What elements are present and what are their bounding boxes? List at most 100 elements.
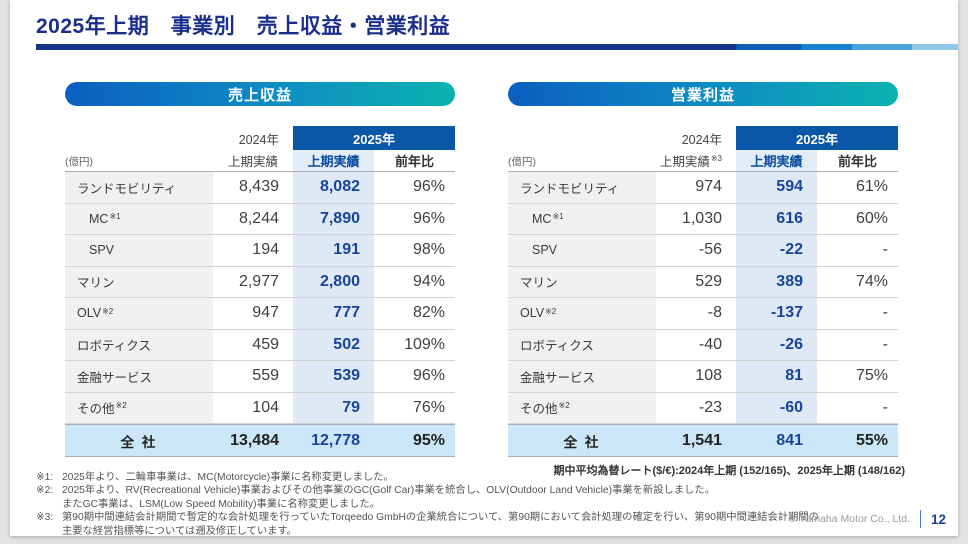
value-2024: -56 [698, 241, 722, 259]
value-2025: 81 [736, 361, 817, 392]
value-2024: 459 [252, 335, 279, 353]
row-label: 金融サービス [65, 361, 213, 392]
footnote-line: ※2: 2025年より、RV(Recreational Vehicle)事業および… [36, 484, 819, 497]
total-value-2024: 13,484 [230, 431, 279, 449]
operating-profit-panel: 営業利益 2024年 2025年 (億円) 上期実績 ※3 上期実績 前年比 ラン… [508, 82, 898, 457]
table-row: ロボティクス -40 -26 - [508, 329, 898, 361]
table-row: ランドモビリティ 8,439 8,082 96% [65, 172, 455, 204]
table-row: ロボティクス 459 502 109% [65, 329, 455, 361]
value-2025: -137 [736, 298, 817, 329]
value-2024: 974 [695, 178, 722, 196]
total-value-yoy: 95% [412, 431, 445, 449]
value-yoy: 109% [404, 335, 445, 353]
footnote-prefix: ※3: [36, 512, 54, 524]
operating-profit-table-header: 2024年 2025年 (億円) 上期実績 ※3 上期実績 前年比 [508, 126, 898, 172]
value-yoy: 74% [855, 272, 888, 290]
operating-profit-section-header: 営業利益 [508, 82, 898, 106]
footnote-text: 第90期中間連結会計期間で暫定的な会計処理を行っていたTorqeedo GmbH… [62, 512, 819, 524]
value-yoy: 96% [412, 209, 445, 227]
value-yoy: - [882, 241, 888, 259]
row-label: ランドモビリティ [65, 172, 213, 203]
value-2025: 502 [293, 329, 374, 360]
total-value-yoy: 55% [855, 431, 888, 449]
page-number-divider [919, 510, 921, 528]
value-2024: 108 [695, 367, 722, 385]
total-value-2025: 841 [776, 431, 803, 449]
row-label: ロボティクス [65, 329, 213, 360]
col-header-yoy: 前年比 [837, 154, 877, 169]
value-2025: 777 [293, 298, 374, 329]
table-row: OLV ※2 947 777 82% [65, 298, 455, 330]
row-label: MC ※1 [65, 203, 213, 234]
value-yoy: 98% [412, 241, 445, 259]
footnote-marker: ※2 [102, 306, 114, 316]
value-2024: -40 [698, 335, 722, 353]
operating-profit-total-row: 全 社 1,541 841 55% [508, 424, 898, 457]
value-2025: 8,082 [293, 172, 374, 203]
value-yoy: 75% [855, 367, 888, 385]
value-2025: 79 [293, 392, 374, 423]
footnote-text: またGC事業は、LSM(Low Speed Mobility)事業に名称変更しま… [62, 498, 381, 510]
row-label: ランドモビリティ [508, 172, 656, 203]
table-row: その他 ※2 104 79 76% [65, 392, 455, 424]
value-2024: -23 [698, 398, 722, 416]
value-yoy: 94% [412, 272, 445, 290]
table-row: マリン 2,977 2,800 94% [65, 266, 455, 298]
col-header-2025-actual: 上期実績 [736, 150, 817, 171]
operating-profit-table-body: ランドモビリティ 974 594 61% MC ※1 1,030 616 60% SPV -56 -2… [508, 172, 898, 424]
revenue-panel: 売上収益 2024年 2025年 (億円) 上期実績 上期実績 前年比 ランドモ… [65, 82, 455, 457]
row-label: SPV [65, 235, 213, 266]
row-label: 金融サービス [508, 361, 656, 392]
value-2025: 7,890 [293, 203, 374, 234]
value-yoy: - [882, 304, 888, 322]
footnotes: ※1: 2025年より、二輪車事業は、MC(Motorcycle)事業に名称変更し… [36, 471, 819, 538]
footnote-prefix: ※2: [36, 485, 54, 497]
value-2024: 8,244 [238, 209, 279, 227]
value-2025: 2,800 [293, 266, 374, 297]
value-2024: 947 [252, 304, 279, 322]
value-yoy: 76% [412, 398, 445, 416]
footnote-text: 2025年より、RV(Recreational Vehicle)事業およびその他… [62, 485, 716, 497]
value-2024: 1,030 [681, 209, 722, 227]
footnote-line: またGC事業は、LSM(Low Speed Mobility)事業に名称変更しま… [36, 498, 819, 511]
value-2025: -60 [736, 392, 817, 423]
footnote-marker: ※2 [545, 306, 557, 316]
value-2025: 539 [293, 361, 374, 392]
page-title: 2025年上期 事業別 売上収益・営業利益 [36, 15, 451, 38]
total-label: 全 社 [563, 434, 601, 450]
col-header-2024-actual: 上期実績 ※3 [656, 150, 736, 171]
table-row: MC ※1 8,244 7,890 96% [65, 203, 455, 235]
header-spacer [508, 126, 656, 150]
table-row: MC ※1 1,030 616 60% [508, 203, 898, 235]
col-header-2024-actual-text: 上期実績 [227, 155, 278, 169]
value-2025: -22 [736, 235, 817, 266]
revenue-total-row: 全 社 13,484 12,778 95% [65, 424, 455, 457]
value-yoy: 60% [855, 209, 888, 227]
footnote-marker: ※3 [710, 154, 722, 163]
row-label: OLV ※2 [508, 298, 656, 329]
value-2025: 191 [293, 235, 374, 266]
value-2024: 194 [252, 241, 279, 259]
copyright-text: © Yamaha Motor Co., Ltd. [788, 513, 910, 525]
value-2024: 2,977 [238, 272, 279, 290]
table-row: その他 ※2 -23 -60 - [508, 392, 898, 424]
footnote-marker: ※1 [552, 212, 564, 222]
value-yoy: - [882, 335, 888, 353]
row-label: その他 ※2 [508, 392, 656, 423]
footnote-line: 主要な経営指標等については遡及修正しています。 [36, 525, 819, 538]
footnote-prefix [36, 498, 62, 511]
revenue-table-header: 2024年 2025年 (億円) 上期実績 上期実績 前年比 [65, 126, 455, 172]
col-header-2024-year: 2024年 [238, 132, 279, 147]
header-spacer [65, 126, 213, 150]
value-2024: 529 [695, 272, 722, 290]
value-yoy: 96% [412, 178, 445, 196]
footnote-marker: ※2 [115, 401, 127, 411]
row-label: ロボティクス [508, 329, 656, 360]
value-yoy: 61% [855, 178, 888, 196]
fx-rate-note: 期中平均為替レート($/€):2024年上期 (152/165)、2025年上期… [553, 465, 905, 477]
col-header-2025-actual: 上期実績 [293, 150, 374, 171]
row-label: SPV [508, 235, 656, 266]
value-2024: 8,439 [238, 178, 279, 196]
col-header-2025-banner: 2025年 [736, 126, 898, 150]
unit-label: (億円) [508, 156, 536, 168]
